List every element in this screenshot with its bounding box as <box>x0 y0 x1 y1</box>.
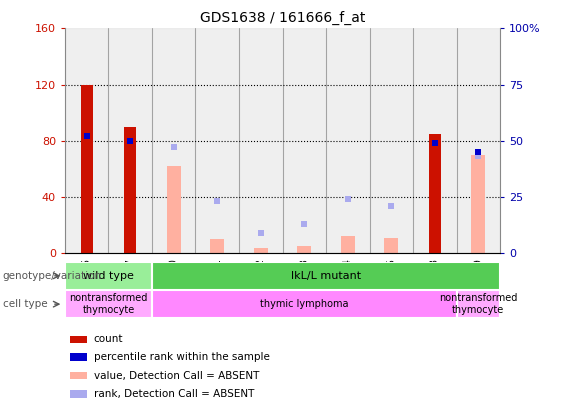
Bar <box>457 28 500 253</box>
Text: nontransformed
thymocyte: nontransformed thymocyte <box>69 293 147 315</box>
Bar <box>370 28 413 253</box>
Bar <box>297 246 311 253</box>
Text: thymic lymphoma: thymic lymphoma <box>260 299 349 309</box>
Bar <box>457 290 500 318</box>
Bar <box>70 390 86 398</box>
Bar <box>471 155 485 253</box>
Bar <box>326 28 370 253</box>
Bar <box>152 262 500 290</box>
Bar <box>384 238 398 253</box>
Bar <box>210 239 224 253</box>
Text: percentile rank within the sample: percentile rank within the sample <box>94 352 270 362</box>
Bar <box>167 166 181 253</box>
Text: rank, Detection Call = ABSENT: rank, Detection Call = ABSENT <box>94 389 254 399</box>
Bar <box>65 28 108 253</box>
Bar <box>124 127 136 253</box>
Bar <box>70 335 86 343</box>
Bar <box>70 372 86 379</box>
Bar <box>70 353 86 361</box>
Bar <box>152 28 195 253</box>
Bar <box>152 290 457 318</box>
Bar <box>282 28 326 253</box>
Bar <box>413 28 457 253</box>
Text: cell type: cell type <box>3 299 47 309</box>
Bar <box>108 28 152 253</box>
Bar <box>341 236 355 253</box>
Bar <box>239 28 282 253</box>
Bar <box>81 85 93 253</box>
Title: GDS1638 / 161666_f_at: GDS1638 / 161666_f_at <box>200 11 365 25</box>
Text: count: count <box>94 335 123 344</box>
Bar <box>254 247 268 253</box>
Bar <box>65 262 152 290</box>
Text: value, Detection Call = ABSENT: value, Detection Call = ABSENT <box>94 371 259 381</box>
Text: wild type: wild type <box>83 271 134 281</box>
Bar <box>65 290 152 318</box>
Bar <box>429 134 441 253</box>
Bar <box>195 28 239 253</box>
Text: nontransformed
thymocyte: nontransformed thymocyte <box>439 293 518 315</box>
Text: lkL/L mutant: lkL/L mutant <box>291 271 361 281</box>
Text: genotype/variation: genotype/variation <box>3 271 102 281</box>
